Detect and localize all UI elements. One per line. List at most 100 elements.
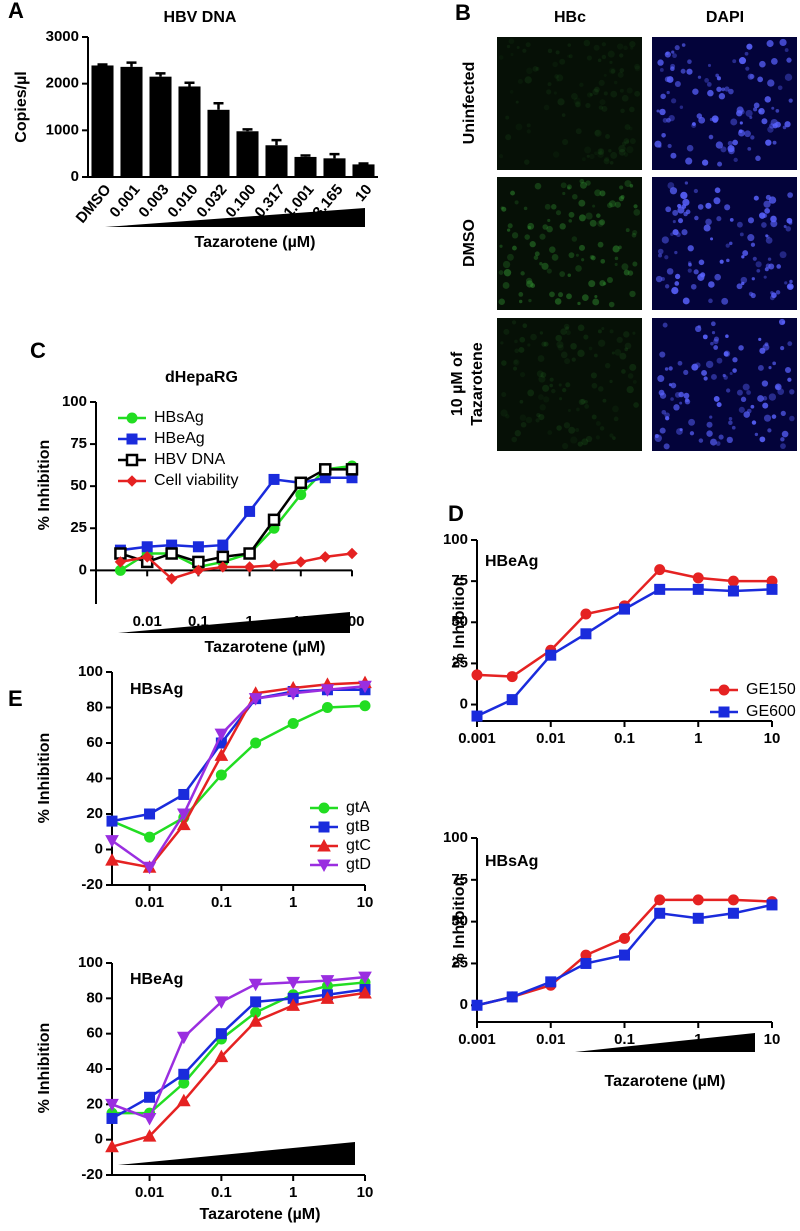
concentration-wedge [118,612,350,633]
cell [757,76,764,83]
marker [217,539,229,551]
marker [106,815,118,827]
cell [588,346,593,351]
y-tick-label: 25 [451,954,468,971]
cell [621,141,627,147]
cell [673,404,680,411]
cell [697,75,702,79]
x-axis-label: Tazarotene (µM) [605,1073,726,1090]
cell [665,51,669,56]
y-tick-label: -20 [81,876,103,893]
cell [605,134,610,139]
marker [320,975,335,988]
marker [142,1129,157,1142]
cell [668,114,675,122]
cell [784,281,788,285]
marker [295,489,307,501]
cell [630,46,634,50]
cell [612,405,619,413]
cell [568,211,575,218]
cell [498,298,505,305]
cell [687,245,694,252]
marker [580,628,592,640]
marker [294,476,308,490]
cell [775,385,780,390]
cell [761,222,767,228]
cell [597,386,604,392]
cell [728,416,733,421]
cell [579,82,584,88]
cell [710,321,716,327]
cell [629,138,636,145]
cell [519,371,526,378]
error-bar [184,81,195,87]
cell [535,66,540,71]
cell [750,292,756,299]
cell [789,415,795,422]
cell [558,292,564,298]
cell [623,152,629,157]
cell [684,398,690,403]
marker [580,957,592,969]
marker [178,788,190,800]
cell [663,443,670,450]
cell [583,39,591,47]
cell [694,362,701,368]
cell [664,412,670,418]
marker [692,572,704,584]
legend-marker [718,684,730,696]
cell [729,241,733,246]
y-tick-label: 0 [460,996,468,1013]
cell [618,245,622,250]
cell [705,360,714,369]
cell [519,414,527,421]
cell [601,42,607,47]
x-axis-label: Tazarotene (µM) [205,639,326,656]
cell [689,431,695,436]
chart-title: HBeAg [130,971,183,988]
cell [705,202,712,209]
x-tick-label: 0.1 [614,730,635,747]
cell [571,357,576,362]
series-line [111,684,366,870]
cell [703,376,708,381]
cell [593,44,600,51]
cell [628,126,633,131]
cell [701,159,709,166]
cell [606,276,614,284]
marker [545,649,557,661]
cell [664,367,669,371]
cell [738,57,747,65]
y-tick-label: 0 [71,168,79,185]
cell [589,219,597,227]
cell [659,351,666,358]
cell [567,43,571,47]
cell [765,234,769,238]
x-tick-label: 0.01 [536,1031,565,1048]
series-line [112,981,366,1115]
cell [672,209,679,216]
marker [142,861,157,875]
series-line [119,464,353,572]
y-tick-label: 60 [86,1025,103,1042]
cell [687,268,692,273]
cell [736,110,743,117]
marker [319,551,331,563]
cell [666,117,671,123]
cell [593,353,598,358]
cell [627,373,634,379]
error-bar [358,162,369,165]
cell [585,102,591,109]
cell [594,294,598,299]
cell [768,196,777,204]
legend-marker [126,412,138,424]
cell [621,263,629,271]
marker [654,583,666,595]
marker [192,564,205,577]
cell [716,76,721,81]
cell [553,91,558,95]
cell [609,329,614,334]
cell [730,118,738,126]
cell [675,232,681,238]
cell [598,79,605,86]
